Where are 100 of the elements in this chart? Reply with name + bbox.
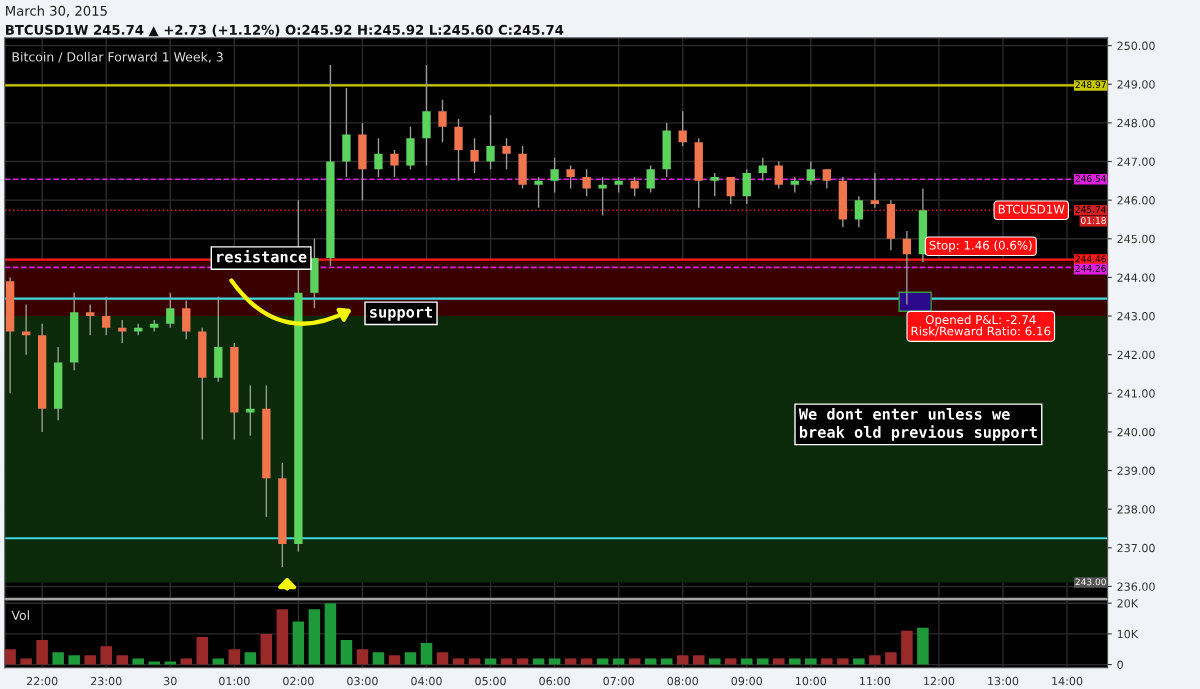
candlestick — [550, 156, 559, 194]
bar — [68, 655, 80, 665]
bar — [100, 646, 112, 665]
candlestick — [390, 149, 399, 178]
candlestick — [166, 292, 175, 329]
candlestick — [534, 176, 543, 209]
y-tick-label: 240.00 — [1117, 427, 1155, 437]
bar — [20, 658, 32, 665]
candlestick — [502, 137, 511, 170]
bar — [212, 658, 225, 665]
bar — [244, 652, 257, 665]
bar — [196, 636, 209, 665]
bar — [644, 658, 657, 665]
annotation: support — [370, 306, 433, 321]
bar — [180, 658, 193, 665]
candlestick — [774, 160, 783, 190]
bar — [228, 649, 241, 665]
x-tick-label: 04:00 — [411, 676, 442, 686]
bar — [628, 658, 641, 665]
bar — [340, 640, 353, 665]
bar — [132, 658, 145, 665]
bar — [52, 652, 64, 665]
bar — [757, 658, 769, 665]
bar — [805, 658, 817, 665]
x-tick-label: 14:00 — [1052, 676, 1083, 686]
bar — [436, 652, 449, 665]
bar — [292, 621, 305, 665]
text: Bitcoin / Dollar Forward 1 Week, 3 — [12, 51, 223, 63]
bar — [516, 658, 529, 665]
bar — [372, 652, 385, 665]
bar — [116, 655, 128, 665]
candlestick — [182, 299, 191, 340]
candlestick — [246, 384, 255, 437]
candlestick — [102, 296, 111, 337]
x-tick-label: 02:00 — [283, 676, 314, 686]
bar — [308, 609, 321, 665]
y-tick-label: 20K — [1117, 599, 1139, 608]
x-tick-label: 03:00 — [347, 676, 378, 686]
candlestick — [630, 176, 639, 197]
candlestick — [470, 137, 479, 174]
x-tick-label: 06:00 — [539, 676, 570, 686]
y-tick-label: 250.00 — [1117, 41, 1155, 50]
x-tick-label: 12:00 — [924, 676, 955, 686]
x-tick-label: 08:00 — [667, 676, 698, 686]
bar — [404, 652, 417, 665]
x-tick-label: 22:00 — [26, 676, 58, 686]
y-tick-label: 237.00 — [1117, 543, 1155, 553]
bar — [276, 609, 289, 665]
y-tick-label: 241.00 — [1117, 389, 1155, 398]
bar — [708, 658, 721, 665]
ref-line-label: 246.54 — [1075, 175, 1106, 182]
ref-line-label: 248.97 — [1075, 81, 1106, 89]
bar — [356, 649, 369, 665]
x-tick-label: 05:00 — [475, 676, 506, 686]
annotation: Opened P&L: -2.74 Risk/Reward Ratio: 6.16 — [911, 314, 1051, 337]
y-tick-label: 246.00 — [1117, 196, 1155, 205]
bar — [452, 658, 465, 665]
bar — [532, 658, 545, 665]
bar — [420, 643, 433, 665]
candlestick — [806, 160, 815, 186]
bar — [260, 633, 273, 665]
y-tick-label: 236.00 — [1117, 582, 1155, 591]
y-tick-label: 239.00 — [1117, 466, 1155, 475]
bar — [821, 658, 833, 665]
x-tick-label: 01:00 — [219, 676, 250, 686]
candlestick — [582, 168, 591, 197]
annotation: 01:18 — [1081, 217, 1106, 224]
bar — [901, 630, 913, 665]
candlestick — [678, 110, 687, 147]
bar — [36, 640, 48, 665]
candlestick — [454, 118, 463, 182]
candlestick — [710, 172, 719, 197]
bar — [676, 655, 689, 665]
candlestick — [758, 156, 767, 182]
candlestick — [598, 176, 607, 217]
bar — [885, 652, 897, 665]
band-label: 243.00 — [1075, 578, 1106, 586]
candlestick — [566, 164, 575, 190]
bar — [84, 655, 96, 665]
bar — [741, 658, 753, 665]
y-tick-label: 247.00 — [1117, 157, 1155, 166]
x-tick-label: 23:00 — [91, 676, 122, 686]
y-tick-label: 238.00 — [1117, 505, 1155, 514]
candlestick — [486, 114, 495, 170]
bar — [789, 658, 801, 665]
ref-line-label: 244.46 — [1075, 255, 1106, 263]
chart-subtitle: BTCUSD1W 245.74 ▲ +2.73 (+1.12%) O:245.92 H:245.92 L:245.60 C:245.74 — [6, 24, 564, 37]
bar — [724, 658, 737, 665]
bar — [468, 658, 481, 665]
candlestick — [86, 303, 95, 337]
x-tick-label: 09:00 — [731, 676, 763, 686]
text: March 30, 2015 — [6, 5, 107, 18]
annotation: resistance — [217, 249, 307, 263]
bar — [500, 658, 513, 665]
annotation: Stop: 1.46 (0.6%) — [929, 240, 1032, 252]
bar — [388, 655, 401, 665]
x-tick-label: 11:00 — [860, 676, 891, 686]
text: Vol — [11, 610, 29, 620]
ref-line-label: 244.26 — [1075, 264, 1106, 272]
candlestick — [902, 230, 912, 306]
